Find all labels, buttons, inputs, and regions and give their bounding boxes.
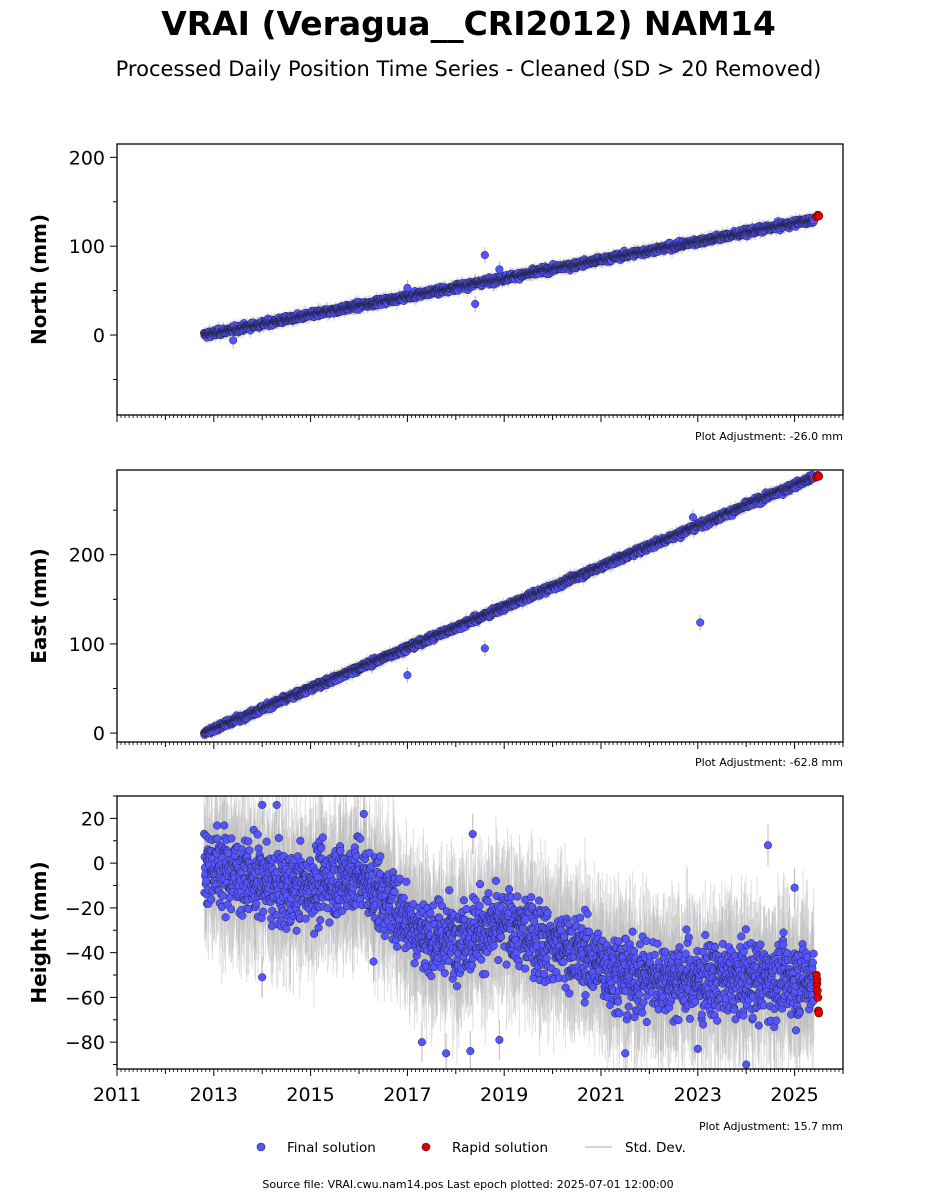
plot-area-2 — [200, 470, 824, 742]
final-point-outlier — [480, 251, 489, 260]
panels: 0 100 200 North (mm) Plot Adjustment: -26.0 … — [27, 143, 844, 1133]
plot-area-1 — [200, 210, 824, 349]
rapid-point — [814, 211, 824, 221]
final-point-outlier — [229, 336, 238, 345]
chart-title: VRAI (Veragua__CRI2012) NAM14 — [161, 4, 776, 43]
final-point-outlier — [495, 265, 504, 274]
final-point-outlier — [471, 299, 480, 308]
plot-adjustment: Plot Adjustment: -26.0 mm — [695, 430, 843, 443]
final-point-outlier — [403, 283, 412, 292]
y-tick-label: 100 — [69, 236, 105, 258]
rapid-points — [812, 210, 824, 222]
final-points — [200, 213, 818, 345]
panel-1: 0 100 200 North (mm) Plot Adjustment: -26.0 … — [27, 143, 844, 443]
y-axis-label: North (mm) — [27, 214, 51, 345]
y-tick-label: 200 — [69, 147, 105, 169]
chart-subtitle: Processed Daily Position Time Series - C… — [115, 57, 822, 81]
y-tick-label: 0 — [93, 325, 105, 347]
